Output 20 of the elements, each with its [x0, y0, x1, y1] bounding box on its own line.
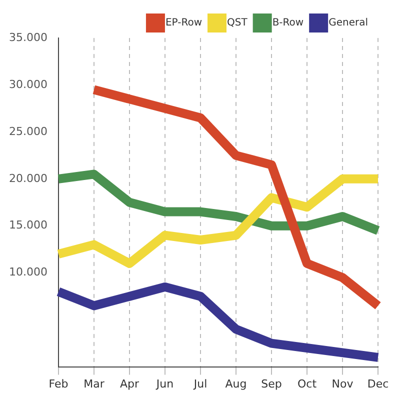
legend-label: General — [328, 18, 368, 29]
x-tick-label: Aug — [225, 377, 247, 390]
y-tick-label: 20.000 — [8, 172, 48, 185]
x-tick-label: Nov — [332, 377, 354, 390]
x-tick-label: Apr — [120, 377, 140, 390]
y-tick-label: 10.000 — [8, 266, 48, 279]
x-tick-label: Jul — [192, 377, 208, 390]
y-tick-label: 35.000 — [8, 30, 48, 44]
y-tick-label: 15.000 — [8, 218, 48, 232]
x-tick-label: Dec — [367, 377, 389, 390]
legend-label: B-Row — [272, 18, 304, 29]
y-tick-label: 25.000 — [8, 124, 48, 138]
x-tick-label: Oct — [297, 377, 318, 390]
legend-label: EP-Row — [165, 18, 202, 29]
y-tick-label: 30.000 — [8, 78, 48, 91]
x-tick-label: Feb — [48, 377, 68, 390]
x-tick-label: Mar — [84, 377, 105, 390]
x-tick-label: Jun — [155, 377, 174, 390]
legend-label: QST — [227, 18, 248, 29]
x-tick-label: Sep — [261, 377, 282, 390]
